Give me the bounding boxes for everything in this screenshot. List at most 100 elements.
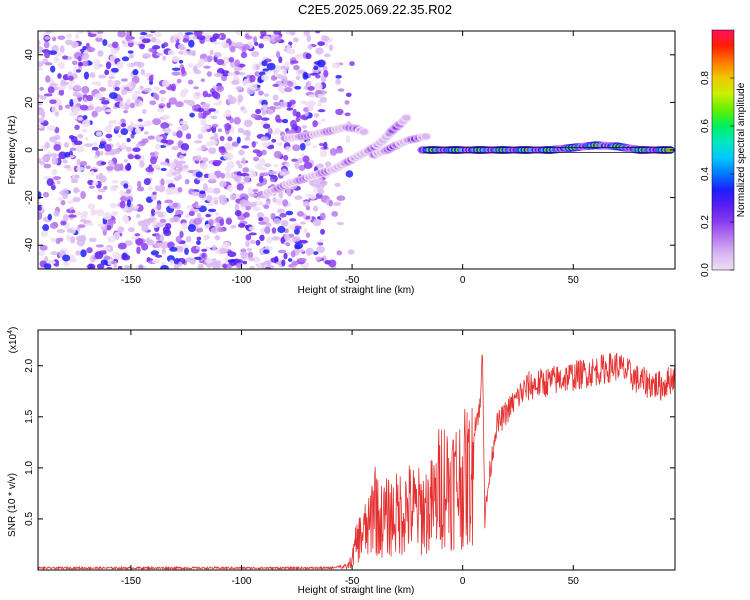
noise-blob bbox=[90, 170, 95, 177]
noise-blob bbox=[206, 93, 213, 98]
noise-blob bbox=[294, 53, 304, 59]
ridge-core bbox=[423, 134, 429, 139]
noise-blob bbox=[87, 61, 93, 66]
noise-blob bbox=[201, 248, 208, 252]
noise-blob bbox=[222, 241, 231, 248]
noise-blob bbox=[46, 125, 56, 131]
noise-blob bbox=[143, 87, 152, 93]
noise-blob bbox=[171, 145, 179, 151]
noise-blob bbox=[255, 239, 261, 246]
noise-blob bbox=[242, 167, 250, 173]
noise-blob bbox=[273, 150, 283, 159]
noise-blob bbox=[204, 223, 211, 230]
noise-blob bbox=[247, 251, 254, 259]
noise-blob bbox=[217, 128, 223, 133]
noise-blob bbox=[175, 101, 184, 108]
noise-blob bbox=[160, 178, 165, 187]
noise-blob bbox=[197, 108, 204, 113]
noise-blob bbox=[51, 36, 57, 42]
noise-blob bbox=[116, 61, 124, 69]
noise-blob bbox=[121, 40, 126, 44]
noise-blob bbox=[111, 119, 117, 125]
noise-blob bbox=[154, 211, 163, 215]
noise-blob bbox=[172, 216, 180, 223]
noise-blob bbox=[172, 202, 179, 208]
noise-blob bbox=[207, 55, 213, 63]
noise-blob bbox=[285, 146, 291, 152]
x-tick-label: -150 bbox=[121, 275, 141, 286]
noise-blob bbox=[123, 183, 129, 189]
noise-blob bbox=[87, 179, 94, 186]
noise-blob bbox=[335, 78, 342, 85]
noise-blob bbox=[294, 85, 302, 90]
noise-blob bbox=[255, 64, 261, 71]
noise-blob bbox=[243, 212, 250, 218]
snr-panel: -150 -100 -50 0 50 0.5 1.0 1.5 2.0 (x104) Heigh… bbox=[7, 327, 676, 596]
noise-blob bbox=[323, 69, 329, 78]
noise-blob bbox=[312, 120, 318, 128]
noise-blob bbox=[109, 150, 115, 156]
noise-blob bbox=[177, 43, 185, 49]
noise-blob bbox=[216, 58, 225, 66]
noise-blob bbox=[263, 93, 270, 97]
noise-blob bbox=[145, 237, 151, 244]
noise-blob bbox=[250, 171, 257, 178]
noise-blob bbox=[56, 180, 61, 185]
noise-blob bbox=[241, 157, 246, 165]
noise-blob bbox=[96, 209, 105, 217]
noise-blob bbox=[218, 147, 226, 153]
noise-blob bbox=[260, 227, 266, 234]
noise-blob bbox=[250, 51, 260, 58]
noise-blob bbox=[208, 147, 217, 155]
snr-x-axis: -150 -100 -50 0 50 bbox=[121, 330, 579, 587]
noise-blob bbox=[121, 192, 128, 196]
noise-blob bbox=[245, 205, 252, 211]
noise-blob bbox=[284, 233, 290, 242]
noise-blob bbox=[189, 34, 194, 39]
noise-blob bbox=[271, 236, 281, 241]
noise-blob bbox=[215, 85, 224, 93]
noise-blob bbox=[143, 178, 151, 186]
noise-blob bbox=[302, 71, 309, 80]
noise-blob bbox=[38, 61, 44, 67]
noise-blob bbox=[276, 208, 285, 214]
noise-blob bbox=[256, 182, 264, 187]
noise-blob bbox=[82, 45, 87, 51]
noise-blob bbox=[314, 31, 321, 34]
noise-blob bbox=[152, 118, 162, 126]
noise-blob bbox=[209, 178, 216, 182]
noise-blob bbox=[258, 158, 266, 166]
noise-blob bbox=[317, 41, 325, 47]
noise-blob bbox=[117, 265, 123, 269]
noise-blob bbox=[234, 59, 241, 67]
noise-blob bbox=[200, 118, 207, 126]
noise-blob bbox=[114, 86, 120, 92]
noise-blob bbox=[76, 158, 81, 166]
noise-blob bbox=[286, 107, 294, 111]
noise-blob bbox=[270, 213, 276, 220]
noise-blob bbox=[179, 231, 184, 238]
noise-blob bbox=[111, 41, 119, 49]
noise-blob bbox=[119, 101, 126, 110]
noise-blob bbox=[253, 156, 260, 162]
noise-blob bbox=[200, 126, 206, 135]
x-tick-label: -100 bbox=[231, 275, 251, 286]
noise-blob bbox=[193, 65, 198, 71]
noise-blob bbox=[234, 209, 242, 217]
noise-blob bbox=[74, 32, 80, 40]
noise-blob bbox=[155, 254, 163, 258]
noise-blob bbox=[317, 59, 326, 68]
noise-blob bbox=[171, 67, 181, 71]
noise-blob bbox=[299, 239, 309, 244]
noise-blob bbox=[160, 264, 169, 269]
noise-blob bbox=[267, 170, 277, 175]
noise-blob bbox=[40, 95, 47, 100]
noise-blob bbox=[185, 133, 192, 140]
noise-blob bbox=[89, 72, 96, 78]
noise-blob bbox=[73, 140, 83, 146]
spectrogram-xlabel: Height of straight line (km) bbox=[298, 285, 415, 296]
noise-blob bbox=[213, 92, 221, 100]
noise-blob bbox=[142, 109, 147, 115]
noise-blob bbox=[280, 65, 286, 70]
noise-blob bbox=[213, 52, 222, 58]
